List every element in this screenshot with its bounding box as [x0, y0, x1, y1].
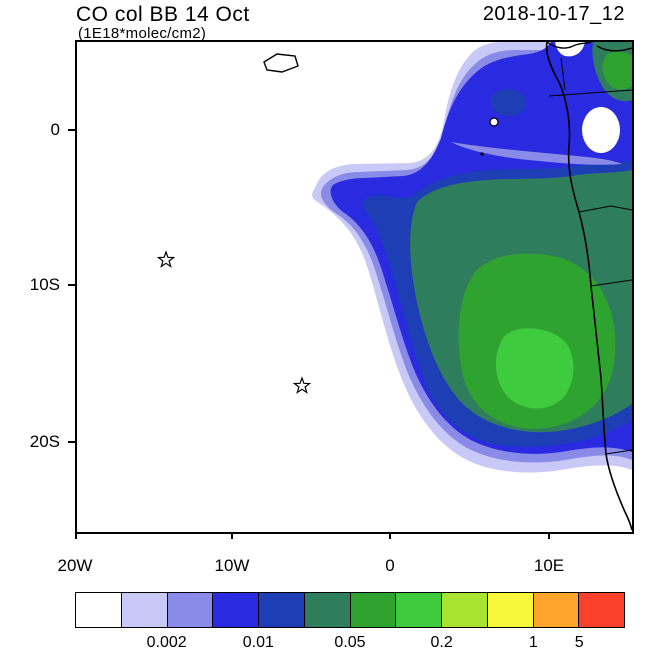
- chart-timestamp: 2018-10-17_12: [482, 3, 625, 25]
- y-tick-label: 10S: [29, 275, 60, 294]
- contour-band-level-2: [451, 142, 622, 165]
- colorbar-cell: [75, 592, 122, 628]
- y-tick-label: 20S: [29, 432, 60, 451]
- colorbar-tick-label: 0.2: [430, 634, 453, 651]
- colorbar-cell: [258, 592, 305, 628]
- colorbar-cell: [395, 592, 442, 628]
- coastline-gulf-of-guinea: [546, 42, 632, 52]
- colorbar-tick-label: 5: [574, 634, 584, 651]
- x-axis-tick: [389, 532, 391, 539]
- x-axis-tick: [75, 532, 77, 539]
- colorbar-cell: [303, 592, 351, 628]
- contour-region-level-7: [495, 328, 574, 409]
- colorbar-cell: [166, 592, 214, 628]
- country-borders: [548, 57, 632, 455]
- colorbar-cell: [578, 592, 625, 628]
- island-outline: [263, 53, 299, 73]
- x-axis-tick: [548, 532, 550, 539]
- colorbar-tick-label: 0.05: [334, 634, 366, 651]
- y-tick-label: 0: [50, 120, 60, 139]
- minimum-hole: [582, 107, 620, 153]
- colorbar-cell: [441, 592, 488, 628]
- small-dot-marker: [480, 152, 484, 156]
- colorbar-cell: [532, 592, 580, 628]
- chart-title: CO col BB 14 Oct: [76, 3, 250, 26]
- colorbar-cell: [120, 592, 168, 628]
- contour-patch-level-4-a: [490, 89, 527, 116]
- x-tick-label: 0: [385, 556, 395, 575]
- y-axis-tick: [68, 441, 75, 443]
- colorbar-cell: [486, 592, 534, 628]
- star-marker: [293, 377, 311, 394]
- x-tick-label: 20W: [57, 556, 93, 575]
- colorbar-cell: [349, 592, 397, 628]
- minimum-notch: [555, 42, 585, 57]
- colorbar-tick-label: 1: [528, 634, 538, 651]
- y-axis-tick: [68, 284, 75, 286]
- map-plot: [157, 42, 632, 531]
- colorbar-tick-label: 0.002: [146, 634, 187, 651]
- plot-frame: [75, 40, 634, 534]
- colorbar-labels: 0.002 0.01 0.05 0.2 1 5: [75, 634, 625, 656]
- y-axis-tick: [68, 129, 75, 131]
- star-marker: [157, 251, 175, 268]
- island-icon: [489, 117, 499, 127]
- x-tick-label: 10E: [533, 556, 565, 575]
- x-axis-tick: [231, 532, 233, 539]
- colorbar-tick-label: 0.01: [242, 634, 274, 651]
- chart-units-label: (1E18*molec/cm2): [78, 25, 207, 42]
- colorbar: [75, 592, 625, 628]
- contour-corner-level-6: [602, 51, 632, 90]
- colorbar-cell: [212, 592, 259, 628]
- x-tick-label: 10W: [214, 556, 250, 575]
